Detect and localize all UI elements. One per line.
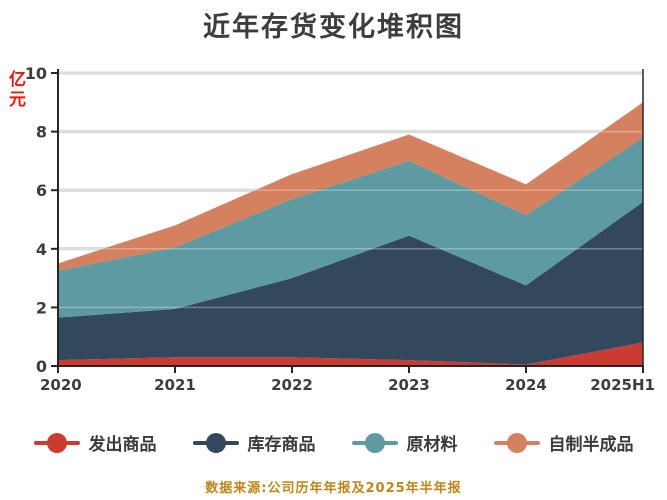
legend-item-自制半成品[interactable]: 自制半成品 bbox=[493, 430, 634, 455]
area-series bbox=[58, 102, 643, 366]
area-原材料 bbox=[58, 137, 643, 318]
legend-label: 自制半成品 bbox=[548, 435, 634, 455]
x-tick-labels: 2020 2021 2022 2023 2024 2025H1 bbox=[40, 366, 655, 394]
x-tick-label: 2021 bbox=[154, 376, 196, 394]
legend-line-dot-icon bbox=[192, 432, 239, 454]
legend-dot bbox=[364, 432, 385, 453]
x-tick-label: 2023 bbox=[388, 376, 430, 394]
legend-dot bbox=[205, 432, 226, 453]
y-tick-label: 2 bbox=[36, 298, 47, 317]
x-tick-label: 2024 bbox=[505, 376, 547, 394]
legend-dot bbox=[506, 432, 527, 453]
axes bbox=[57, 69, 644, 367]
legend-label: 发出商品 bbox=[88, 435, 157, 455]
footer-note: 数据来源:公司历年年报及2025年半年报 bbox=[205, 481, 462, 496]
x-tick-label: 2020 bbox=[40, 376, 82, 394]
legend-line-dot-icon bbox=[33, 432, 80, 454]
page-title: 近年存货变化堆积图 bbox=[203, 12, 464, 43]
stacked-area-chart: 0 2 4 6 8 10 2020 2021 2022 2023 2024 2025H1 bbox=[25, 64, 655, 394]
legend-label: 原材料 bbox=[406, 435, 458, 455]
area-库存商品 bbox=[58, 201, 643, 365]
legend-dot bbox=[46, 432, 67, 453]
y-tick-label: 4 bbox=[36, 240, 47, 259]
legend-item-发出商品[interactable]: 发出商品 bbox=[33, 430, 157, 455]
x-tick-label: 2025H1 bbox=[590, 376, 655, 394]
y-tick-labels: 0 2 4 6 8 10 bbox=[25, 64, 58, 376]
area-自制半成品 bbox=[58, 102, 643, 271]
y-tick-label: 0 bbox=[36, 357, 47, 376]
legend-label: 库存商品 bbox=[247, 435, 316, 455]
gridline-overlay bbox=[58, 72, 643, 309]
legend-line-dot-icon bbox=[493, 432, 540, 454]
x-tick-label: 2022 bbox=[271, 376, 313, 394]
legend: 发出商品 库存商品 原材料 自制半成品 bbox=[0, 430, 667, 455]
y-tick-label: 10 bbox=[25, 64, 47, 83]
legend-item-库存商品[interactable]: 库存商品 bbox=[192, 430, 316, 455]
legend-item-原材料[interactable]: 原材料 bbox=[351, 430, 458, 455]
legend-line-dot-icon bbox=[351, 432, 398, 454]
y-axis-unit-label: 亿元 bbox=[5, 70, 25, 110]
y-tick-label: 6 bbox=[36, 181, 47, 200]
y-tick-label: 8 bbox=[36, 123, 47, 142]
area-发出商品 bbox=[58, 342, 643, 366]
